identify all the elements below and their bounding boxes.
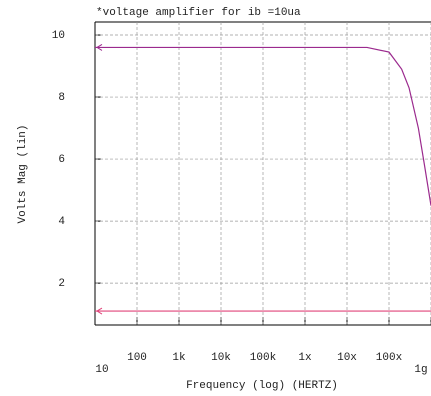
y-tick-label: 10 (52, 30, 65, 42)
series-line (95, 46, 431, 206)
y-tick-label: 8 (58, 92, 65, 104)
x-tick-label: 1x (298, 352, 312, 364)
y-tick-label: 4 (58, 216, 65, 228)
x-tick-label: 10 (95, 364, 108, 376)
x-axis-label: Frequency (log) (HERTZ) (186, 380, 338, 392)
x-tick-label: 100k (250, 352, 277, 364)
y-tick-label: 6 (58, 154, 65, 166)
x-tick-label: 100x (376, 352, 403, 364)
x-tick-label: 1k (172, 352, 186, 364)
x-tick-label: 100 (127, 352, 147, 364)
x-tick-label: 1g (414, 364, 427, 376)
chart-title: *voltage amplifier for ib =10ua (96, 7, 301, 19)
x-tick-label: 10k (211, 352, 231, 364)
series-marker (96, 307, 103, 315)
series-marker (96, 44, 103, 51)
x-tick-label: 10x (337, 352, 357, 364)
y-tick-label: 2 (58, 278, 65, 290)
y-axis-label: Volts Mag (lin) (17, 124, 29, 223)
